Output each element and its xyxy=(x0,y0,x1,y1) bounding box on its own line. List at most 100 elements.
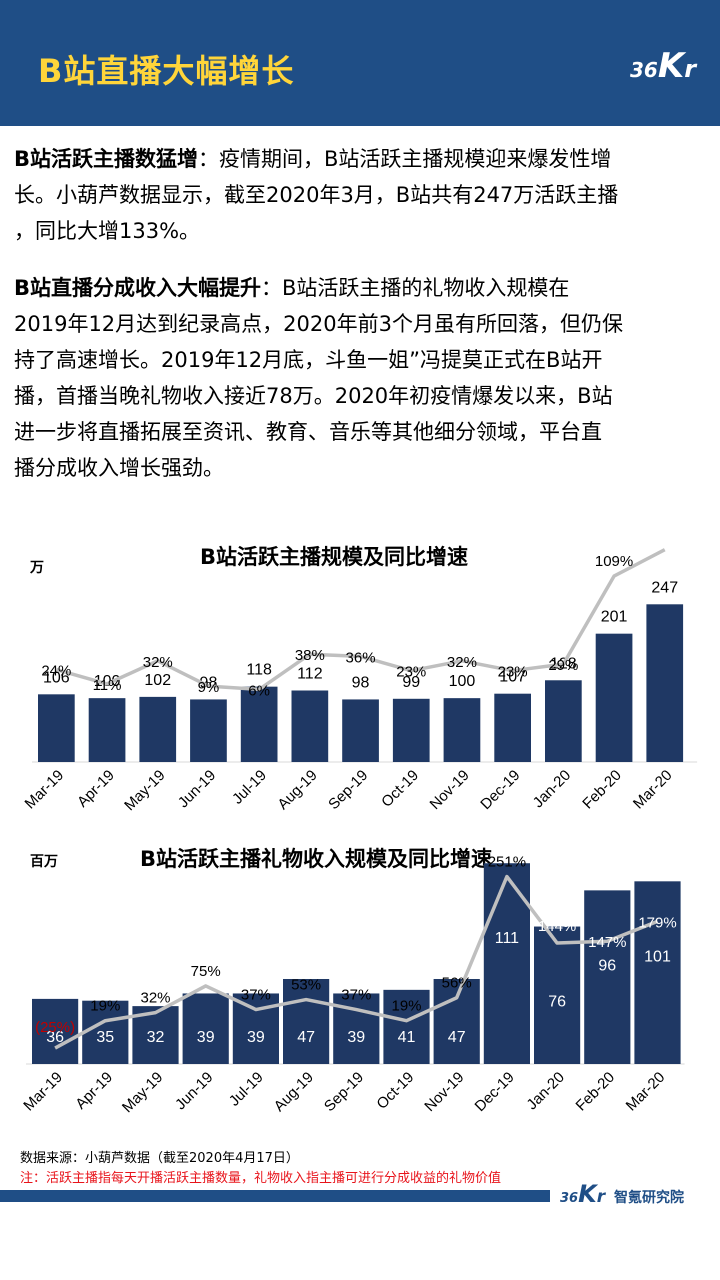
bar-value-label: 35 xyxy=(96,1029,114,1046)
growth-rate-label: 6% xyxy=(248,682,270,699)
growth-rate-label: 38% xyxy=(295,647,325,664)
bar-May-19 xyxy=(139,696,177,762)
growth-rate-label: 179% xyxy=(638,914,676,931)
x-tick-label: Apr-19 xyxy=(74,767,118,811)
bar-Apr-19 xyxy=(82,1000,129,1064)
bar-Mar-20 xyxy=(634,881,681,1064)
bar-value-label: 107 xyxy=(499,669,526,686)
growth-rate-label: 36% xyxy=(346,649,376,666)
x-tick-label: Aug-19 xyxy=(271,1069,317,1115)
bar-value-label: 47 xyxy=(297,1029,315,1046)
growth-rate-label: 23% xyxy=(498,664,528,681)
x-tick-label: Sep-19 xyxy=(325,767,371,813)
growth-rate-label: 32% xyxy=(140,990,170,1007)
bar-value-label: 41 xyxy=(398,1029,416,1046)
x-tick-label: Jun-19 xyxy=(172,1069,216,1113)
x-tick-label: Mar-20 xyxy=(630,767,676,813)
chart-2-title: B站活跃主播礼物收入规模及同比增速 xyxy=(140,847,493,871)
bar-Mar-19 xyxy=(38,694,75,762)
bar-value-label: 102 xyxy=(144,672,171,689)
bar-Aug-19 xyxy=(291,690,329,762)
x-tick-label: Oct-19 xyxy=(373,1069,417,1113)
chart-2-gift-income-bars: 36 35 32 39 39 47 39 41 47 111 76 96 101 (25%) 19% 32% 7… xyxy=(20,854,685,1116)
page-title: B站直播大幅增长 xyxy=(38,52,295,90)
growth-rate-label: 37% xyxy=(341,987,371,1004)
growth-rate-label: 32% xyxy=(143,654,173,671)
growth-rate-label: 24% xyxy=(41,663,71,680)
bar-value-label: 111 xyxy=(495,930,519,947)
bar-value-label: 201 xyxy=(601,609,628,626)
bar-Oct-19 xyxy=(392,698,430,762)
x-tick-label: Jun-19 xyxy=(175,767,219,811)
bar-value-label: 112 xyxy=(297,665,323,682)
growth-rate-label: 75% xyxy=(191,963,221,980)
footer-logo-36kr: 36Kr xyxy=(560,1180,606,1208)
bar-value-label: 39 xyxy=(347,1029,365,1046)
bar-Feb-20 xyxy=(595,633,633,762)
bar-Dec-19 xyxy=(494,693,531,762)
bar-Sep-19 xyxy=(342,699,379,762)
bar-value-label: 99 xyxy=(402,674,420,691)
bar-Mar-19 xyxy=(32,998,79,1064)
x-tick-label: May-19 xyxy=(119,1069,166,1116)
x-tick-label: Feb-20 xyxy=(579,767,625,813)
growth-rate-label: 23% xyxy=(396,664,426,681)
growth-rate-label: (25%) xyxy=(35,1019,75,1036)
bar-Jan-20 xyxy=(534,926,581,1064)
x-tick-label: Sep-19 xyxy=(321,1069,367,1115)
growth-rate-label: 109% xyxy=(595,553,633,570)
bar-Jun-19 xyxy=(182,993,229,1064)
x-tick-label: May-19 xyxy=(121,767,168,814)
chart-1-title: B站活跃主播规模及同比增速 xyxy=(200,545,469,569)
bar-Apr-19 xyxy=(88,698,126,762)
x-tick-label: Mar-19 xyxy=(20,1069,66,1115)
bar-value-label: 101 xyxy=(644,948,671,965)
x-tick-label: Dec-19 xyxy=(472,1069,518,1115)
paragraph-1-heading: B站活跃主播数猛增 xyxy=(14,147,199,171)
bar-Oct-19 xyxy=(383,989,430,1064)
x-tick-label: Oct-19 xyxy=(378,767,422,811)
growth-rate-label: 32% xyxy=(447,654,477,671)
bar-Dec-19 xyxy=(483,863,530,1064)
intro-paragraph-2: B站直播分成收入大幅提升：B站活跃主播的礼物收入规模在 2019年12月达到纪录… xyxy=(14,276,623,480)
intro-paragraph-1: B站活跃主播数猛增：疫情期间，B站活跃主播规模迎来爆发性增 长。小葫芦数据显示，… xyxy=(14,147,619,243)
bar-value-label: 76 xyxy=(548,994,566,1011)
brand-logo-36kr: 36Kr xyxy=(630,46,697,86)
bar-Feb-20 xyxy=(584,890,631,1064)
data-source: 数据来源：小葫芦数据（截至2020年4月17日） xyxy=(20,1151,299,1166)
header-banner: B站直播大幅增长 36Kr xyxy=(0,0,720,126)
growth-rate-label: 147% xyxy=(588,934,626,951)
bar-value-label: 100 xyxy=(449,673,476,690)
growth-rate-label: 251% xyxy=(488,854,526,871)
growth-rate-label: 29% xyxy=(548,657,578,674)
growth-rate-label: 37% xyxy=(241,987,271,1004)
growth-rate-label: 11% xyxy=(93,677,122,694)
growth-rate-line xyxy=(55,548,666,692)
x-tick-label: Mar-20 xyxy=(623,1069,669,1115)
growth-rate-line xyxy=(54,874,659,1050)
bar-Mar-20 xyxy=(646,604,684,762)
footer-org-name: 智氪研究院 xyxy=(614,1190,684,1206)
bar-value-label: 39 xyxy=(247,1029,265,1046)
chart-1-unit: 万 xyxy=(30,560,44,576)
bar-value-label: 118 xyxy=(246,662,272,679)
x-tick-label: Apr-19 xyxy=(72,1069,116,1113)
x-tick-label: Aug-19 xyxy=(274,767,320,813)
paragraph-2-heading: B站直播分成收入大幅提升 xyxy=(14,276,262,300)
growth-rate-label: 133% xyxy=(646,540,684,544)
growth-rate-label: 19% xyxy=(391,998,421,1015)
growth-rate-label: 144% xyxy=(538,918,576,935)
bar-Aug-19 xyxy=(283,978,330,1064)
bar-Nov-19 xyxy=(433,978,480,1064)
x-tick-label: Jul-19 xyxy=(226,1069,267,1110)
bar-value-label: 39 xyxy=(197,1029,215,1046)
growth-rate-label: 9% xyxy=(198,679,220,696)
x-tick-label: Jan-20 xyxy=(530,767,574,811)
bar-Jun-19 xyxy=(190,699,227,762)
bar-Jan-20 xyxy=(545,680,582,762)
x-tick-label: Nov-19 xyxy=(427,767,473,813)
bar-value-label: 98 xyxy=(352,674,370,691)
x-tick-label: Dec-19 xyxy=(477,767,523,813)
x-tick-label: Jul-19 xyxy=(229,767,270,808)
